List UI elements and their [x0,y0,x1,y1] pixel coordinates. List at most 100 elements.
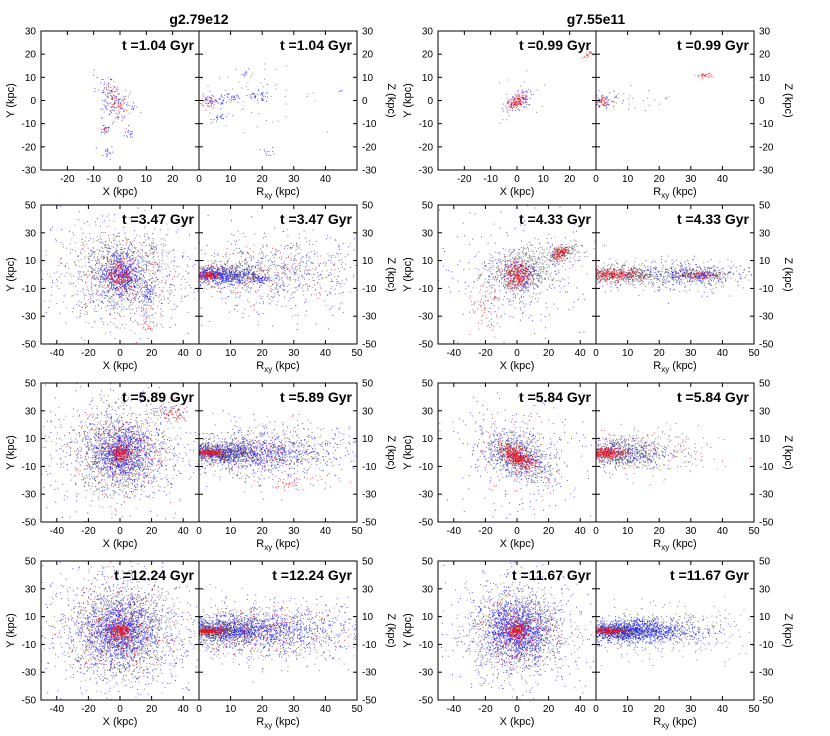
particle-black [116,252,118,254]
particle-blue [140,256,142,258]
particle-blue [109,331,111,333]
particle-blue [298,284,300,286]
particle-blue [192,101,193,102]
particle-red [153,303,154,305]
particle-black [267,271,269,273]
particle-red [135,259,136,261]
particle-red [134,287,136,289]
particle-blue [157,265,159,267]
particle-black [318,276,319,278]
particle-blue [338,260,340,261]
particle-blue [102,108,104,110]
particle-red [126,262,128,264]
particle-black [330,281,332,283]
particle-blue [222,274,224,275]
particle-blue [115,292,117,294]
particle-blue [141,285,143,287]
particle-blue [96,262,97,264]
particle-red [105,127,107,129]
particle-black [314,100,316,102]
particle-black [115,250,117,252]
particle-blue [111,96,113,98]
particle-black [44,300,46,302]
x-tick-label: 0 [117,174,123,185]
particle-red [108,219,110,221]
particle-blue [108,126,110,128]
particle-blue [183,180,184,181]
particle-black [113,323,115,325]
particle-black [161,262,162,263]
particle-blue [220,279,222,280]
particle-red [200,273,202,275]
particle-blue [298,277,299,279]
y-tick-label: -50 [362,340,377,351]
particle-red [251,268,253,270]
particle-red [105,99,107,101]
particle-black [400,266,401,267]
particle-black [151,248,153,250]
particle-red [209,287,211,289]
particle-black [293,272,295,274]
particle-blue [237,101,239,103]
particle-red [59,262,61,264]
particle-red [118,271,120,273]
particle-blue [234,99,236,100]
particle-red [119,268,121,270]
particle-black [141,310,143,312]
particle-blue [248,268,250,270]
particle-black [234,277,236,279]
particle-red [125,280,127,282]
particle-black [142,451,144,453]
particle-red [92,269,94,271]
particle-blue [252,272,254,274]
particle-blue [129,304,131,306]
particle-black [223,272,225,274]
particle-red [126,110,128,112]
particle-blue [230,291,232,293]
particle-blue [263,232,265,234]
particle-blue [141,278,143,280]
particle-blue [216,281,218,283]
particle-black [81,248,83,250]
particle-black [258,263,259,265]
particle-blue [131,131,133,132]
particle-red [119,274,121,276]
particle-red [233,253,235,255]
particle-black [295,266,296,268]
particle-red [209,277,211,279]
particle-black [137,264,139,266]
particle-red [120,287,121,289]
particle-black [286,269,288,270]
particle-blue [63,295,65,297]
particle-black [60,241,62,243]
particle-black [235,279,237,281]
particle-black [123,262,125,264]
particle-black [222,265,224,267]
particle-red [293,260,294,261]
particle-black [244,271,246,273]
particle-black [102,276,104,278]
particle-black [220,260,222,262]
particle-black [102,450,104,452]
particle-black [234,305,236,306]
particle-blue [292,263,294,265]
particle-black [301,277,303,279]
particle-black [187,284,188,285]
particle-black [121,402,123,404]
particle-black [143,226,145,228]
particle-blue [107,93,109,94]
particle-red [108,272,110,274]
particle-blue [130,251,132,252]
particle-black [258,261,260,263]
particle-red [254,275,256,277]
particle-red [116,287,118,289]
particle-black [236,273,238,275]
particle-black [276,282,277,284]
particle-black [92,238,94,240]
particle-black [201,250,202,251]
particle-black [252,266,254,268]
particle-black [124,269,125,271]
particle-blue [132,255,134,257]
particle-black [128,299,129,301]
particle-red [75,264,77,266]
